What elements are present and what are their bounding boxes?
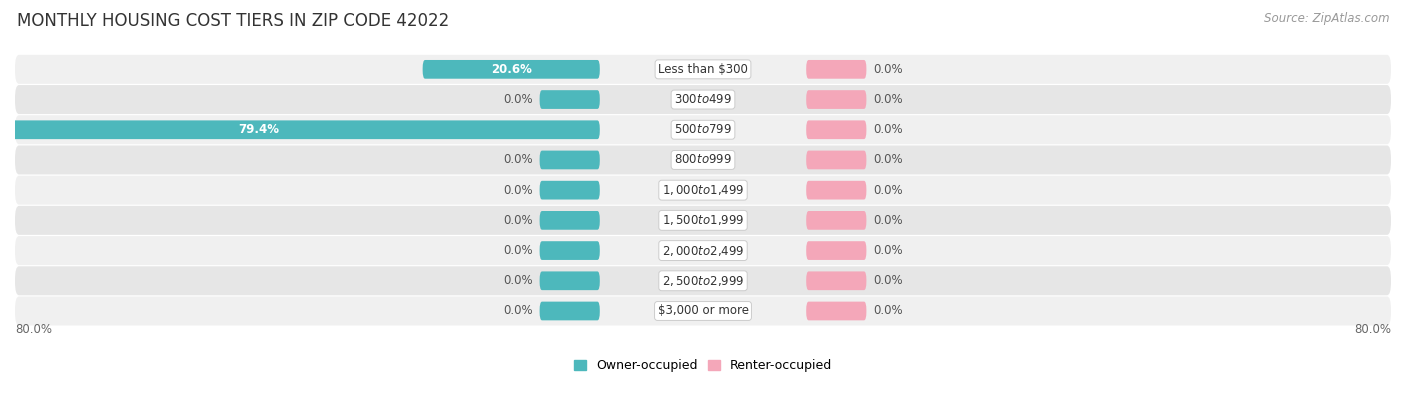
FancyBboxPatch shape [0,120,600,139]
FancyBboxPatch shape [540,211,600,230]
Text: 0.0%: 0.0% [873,274,903,287]
Text: $500 to $799: $500 to $799 [673,123,733,136]
Text: 0.0%: 0.0% [873,93,903,106]
Text: 0.0%: 0.0% [503,305,533,317]
FancyBboxPatch shape [540,151,600,169]
FancyBboxPatch shape [15,85,1391,114]
FancyBboxPatch shape [540,181,600,200]
FancyBboxPatch shape [806,151,866,169]
FancyBboxPatch shape [15,236,1391,265]
FancyBboxPatch shape [806,120,866,139]
FancyBboxPatch shape [15,176,1391,205]
Text: $1,500 to $1,999: $1,500 to $1,999 [662,213,744,227]
FancyBboxPatch shape [15,206,1391,235]
FancyBboxPatch shape [15,55,1391,84]
Text: 0.0%: 0.0% [503,154,533,166]
Text: 20.6%: 20.6% [491,63,531,76]
Text: $2,000 to $2,499: $2,000 to $2,499 [662,244,744,258]
Legend: Owner-occupied, Renter-occupied: Owner-occupied, Renter-occupied [568,354,838,377]
Text: 0.0%: 0.0% [873,63,903,76]
Text: 0.0%: 0.0% [503,244,533,257]
FancyBboxPatch shape [423,60,600,79]
Text: 0.0%: 0.0% [873,214,903,227]
Text: MONTHLY HOUSING COST TIERS IN ZIP CODE 42022: MONTHLY HOUSING COST TIERS IN ZIP CODE 4… [17,12,449,30]
Text: 0.0%: 0.0% [873,244,903,257]
FancyBboxPatch shape [806,302,866,320]
Text: Source: ZipAtlas.com: Source: ZipAtlas.com [1264,12,1389,25]
FancyBboxPatch shape [540,90,600,109]
FancyBboxPatch shape [806,181,866,200]
Text: 0.0%: 0.0% [873,184,903,197]
Text: 0.0%: 0.0% [503,274,533,287]
FancyBboxPatch shape [15,146,1391,174]
Text: $300 to $499: $300 to $499 [673,93,733,106]
Text: 80.0%: 80.0% [15,323,52,336]
FancyBboxPatch shape [540,241,600,260]
Text: 0.0%: 0.0% [503,184,533,197]
Text: Less than $300: Less than $300 [658,63,748,76]
Text: 80.0%: 80.0% [1354,323,1391,336]
FancyBboxPatch shape [806,90,866,109]
Text: $3,000 or more: $3,000 or more [658,305,748,317]
Text: $1,000 to $1,499: $1,000 to $1,499 [662,183,744,197]
FancyBboxPatch shape [806,271,866,290]
FancyBboxPatch shape [806,241,866,260]
FancyBboxPatch shape [15,266,1391,295]
Text: 0.0%: 0.0% [873,305,903,317]
FancyBboxPatch shape [540,271,600,290]
Text: 0.0%: 0.0% [503,93,533,106]
Text: 0.0%: 0.0% [873,154,903,166]
FancyBboxPatch shape [540,302,600,320]
FancyBboxPatch shape [15,296,1391,325]
Text: 79.4%: 79.4% [238,123,278,136]
FancyBboxPatch shape [806,211,866,230]
FancyBboxPatch shape [15,115,1391,144]
FancyBboxPatch shape [806,60,866,79]
Text: $2,500 to $2,999: $2,500 to $2,999 [662,274,744,288]
Text: 0.0%: 0.0% [503,214,533,227]
Text: $800 to $999: $800 to $999 [673,154,733,166]
Text: 0.0%: 0.0% [873,123,903,136]
